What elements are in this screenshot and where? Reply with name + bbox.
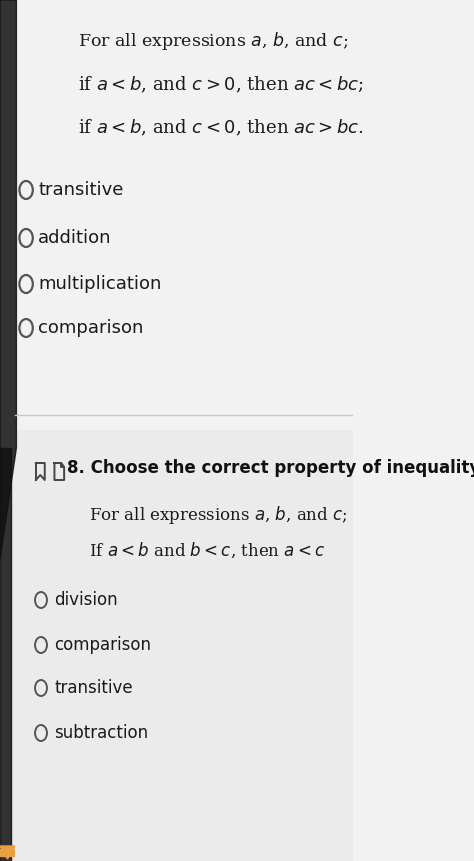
Text: comparison: comparison [55, 636, 151, 654]
Polygon shape [0, 0, 17, 560]
Bar [0, 0, 354, 430]
Text: subtraction: subtraction [55, 724, 148, 742]
Text: For all expressions $a$, $b$, and $c$;: For all expressions $a$, $b$, and $c$; [90, 504, 348, 526]
Polygon shape [0, 846, 15, 859]
Text: division: division [55, 591, 118, 609]
Text: 8. Choose the correct property of inequality.: 8. Choose the correct property of inequa… [67, 459, 474, 477]
Text: comparison: comparison [38, 319, 144, 337]
Text: transitive: transitive [38, 181, 123, 199]
Bar [0, 430, 354, 861]
Text: transitive: transitive [55, 679, 133, 697]
Text: if $a < b$, and $c < 0$, then $ac > bc$.: if $a < b$, and $c < 0$, then $ac > bc$. [78, 118, 364, 139]
Text: addition: addition [38, 229, 111, 247]
Text: if $a < b$, and $c > 0$, then $ac < bc$;: if $a < b$, and $c > 0$, then $ac < bc$; [78, 75, 365, 96]
Polygon shape [0, 448, 11, 861]
Text: If $a < b$ and $b < c$, then $a < c$: If $a < b$ and $b < c$, then $a < c$ [90, 541, 326, 560]
Text: For all expressions $a$, $b$, and $c$;: For all expressions $a$, $b$, and $c$; [78, 30, 348, 52]
Text: multiplication: multiplication [38, 275, 162, 293]
